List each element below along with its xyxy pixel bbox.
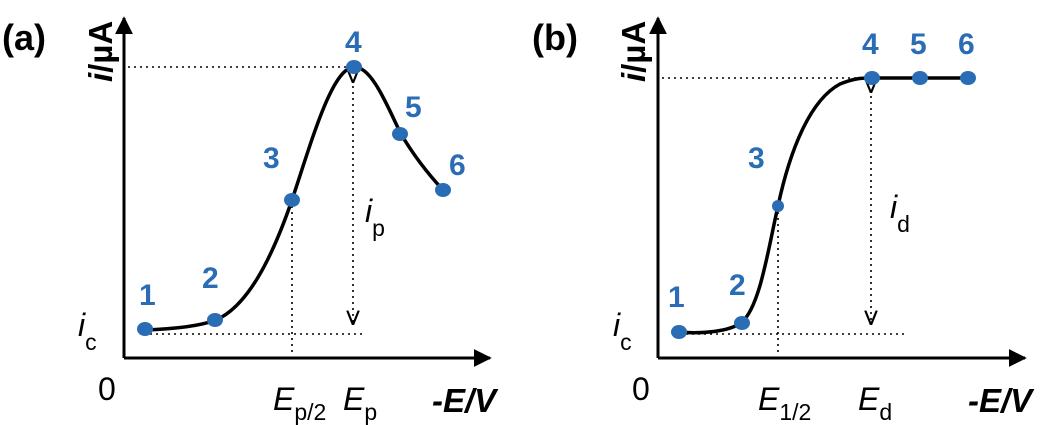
panel-a-point-6 bbox=[435, 183, 451, 197]
panel-a-point-label-1: 1 bbox=[139, 279, 156, 312]
panel-a-point-label-5: 5 bbox=[405, 91, 422, 124]
panel-a-point-label-6: 6 bbox=[449, 149, 466, 182]
panel-a-point-label-3: 3 bbox=[263, 142, 280, 175]
panel-b-point-4 bbox=[864, 71, 880, 85]
panel-a-half-potential-label: Ep/2 bbox=[273, 381, 326, 425]
panel-a-point-1 bbox=[137, 322, 153, 336]
panel-b-decomp-potential-label: Ed bbox=[858, 381, 892, 425]
panel-b-limiting-current-label: id bbox=[890, 189, 910, 237]
panel-b-point-2 bbox=[734, 316, 750, 330]
panel-a-point-label-2: 2 bbox=[202, 262, 219, 295]
panel-b-point-label-2: 2 bbox=[729, 269, 746, 302]
panel-a-x-label: -E/V bbox=[432, 382, 499, 419]
panel-a-point-4 bbox=[346, 60, 362, 74]
panel-b-origin: 0 bbox=[632, 371, 650, 407]
panel-a-point-5 bbox=[392, 127, 408, 141]
panel-b-point-5 bbox=[912, 71, 928, 85]
panel-b: (b) i/µA -E/V 0 1 2 3 4 5 6 ic bbox=[532, 16, 1035, 425]
panel-b-baseline-label: ic bbox=[613, 307, 632, 355]
panel-a-point-label-4: 4 bbox=[345, 26, 362, 59]
panel-a-point-3 bbox=[284, 193, 300, 207]
panel-b-half-wave-label: E1/2 bbox=[758, 381, 811, 425]
panel-b-point-3 bbox=[772, 200, 784, 212]
panel-a-label: (a) bbox=[2, 17, 46, 58]
panel-b-point-label-5: 5 bbox=[910, 28, 927, 61]
panel-b-point-label-6: 6 bbox=[958, 28, 975, 61]
panel-b-label: (b) bbox=[532, 17, 578, 58]
panel-b-point-label-1: 1 bbox=[668, 281, 685, 314]
panel-a: (a) i/µA -E/V 0 1 2 3 4 5 6 bbox=[2, 16, 499, 425]
panel-a-point-2 bbox=[207, 313, 223, 327]
panel-a-baseline-label: ic bbox=[78, 307, 97, 355]
panel-b-point-label-4: 4 bbox=[862, 28, 879, 61]
panel-b-curve bbox=[678, 76, 968, 335]
panel-b-point-label-3: 3 bbox=[748, 142, 765, 175]
panel-a-peak-current-label: ip bbox=[365, 193, 385, 241]
panel-b-point-1 bbox=[671, 325, 687, 339]
panel-b-point-6 bbox=[960, 71, 976, 85]
panel-a-origin: 0 bbox=[98, 371, 116, 407]
panel-a-y-label: i/µA bbox=[82, 21, 119, 82]
panel-a-peak-potential-label: Ep bbox=[343, 381, 377, 425]
panel-b-x-label: -E/V bbox=[968, 382, 1035, 419]
panel-b-y-label: i/µA bbox=[615, 21, 652, 82]
